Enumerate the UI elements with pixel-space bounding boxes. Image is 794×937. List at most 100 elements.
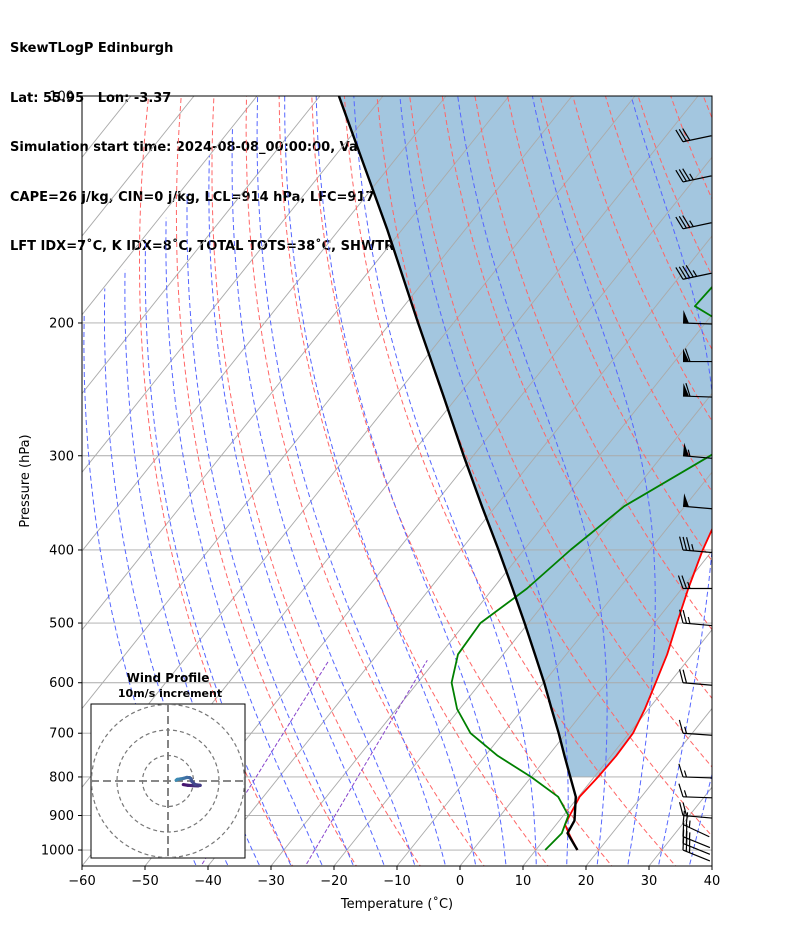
barb-shaft: [682, 322, 713, 325]
mixing-ratio-line: [304, 659, 428, 866]
moist-adiabat-line: [165, 217, 324, 866]
barb-pennant: [683, 493, 689, 507]
axes: −60 −50 −40 −30 −20 −10 0 10 20 30 40 100 200 300 400 5…: [18, 90, 720, 913]
dry-adiabat-line: [769, 96, 794, 869]
isotherm-line: [82, 96, 384, 473]
barb-feather: [678, 215, 687, 229]
wind-barb: [682, 493, 712, 510]
parcel-profile: [337, 96, 579, 851]
barb-feather: [678, 719, 684, 734]
dry-adiabat-line: [572, 96, 712, 422]
wind-barb: [679, 802, 712, 819]
moist-adiabat-line: [531, 96, 656, 866]
y-tick-label: 900: [49, 809, 74, 824]
x-tick-label: 40: [704, 874, 721, 889]
barb-feather: [684, 348, 691, 362]
isotherm-line: [82, 96, 321, 395]
barb-feather: [678, 783, 684, 797]
wind-barb: [682, 309, 713, 325]
wind-barb: [678, 783, 713, 799]
y-tick-label: 300: [49, 449, 74, 464]
dry-adiabat-line: [507, 96, 712, 562]
barb-half-feather: [689, 173, 694, 181]
barb-shaft: [682, 849, 711, 862]
y-tick-label: 100: [49, 90, 74, 105]
dry-adiabat-line: [474, 96, 712, 631]
barb-shaft: [682, 823, 710, 838]
barb-feather: [682, 536, 688, 551]
station-title: SkewTLogP Edinburgh: [10, 41, 174, 56]
dry-adiabat-line: [211, 96, 421, 866]
x-tick-label: 10: [515, 874, 532, 889]
y-axis-label: Pressure (hPa): [18, 434, 33, 527]
barb-shaft: [682, 175, 712, 183]
barb-feather: [682, 802, 688, 816]
dry-adiabat-line: [736, 96, 794, 869]
isotherm-line: [207, 235, 712, 866]
y-tick-label: 700: [49, 727, 74, 742]
dry-adiabat-line: [441, 96, 712, 700]
x-tick-label: −60: [68, 874, 95, 889]
wind-barb: [675, 128, 712, 143]
wind-barb: [679, 609, 712, 627]
wind-barb: [682, 442, 712, 459]
barb-pennant: [683, 383, 689, 397]
moist-adiabat-line: [719, 79, 794, 872]
wind-barb: [675, 264, 712, 280]
barb-feather: [685, 382, 691, 397]
y-tick-label: 600: [49, 676, 74, 691]
barb-shaft: [682, 682, 712, 686]
moist-adiabat-line: [231, 127, 416, 866]
barb-shaft: [682, 796, 713, 799]
moist-adiabat-line: [630, 96, 712, 866]
dry-adiabat-line: [409, 96, 712, 768]
x-tick-label: −40: [194, 874, 221, 889]
inset-title: Wind Profile: [127, 671, 210, 685]
barb-feather: [675, 129, 684, 143]
dry-adiabat-line: [702, 96, 712, 120]
isotherm-line: [333, 392, 712, 866]
barb-half-feather: [684, 726, 688, 734]
barb-feather: [682, 669, 688, 684]
wind-barb: [677, 575, 712, 590]
barb-feather: [682, 609, 688, 624]
barb-feather: [675, 169, 684, 183]
moist-adiabat-line: [124, 269, 261, 866]
barb-feather: [675, 216, 684, 230]
barb-shaft: [682, 549, 712, 554]
isotherm-line: [522, 629, 712, 866]
isotherm-line: [82, 96, 258, 316]
barb-feather: [679, 609, 684, 624]
isotherm-line: [270, 314, 712, 866]
barb-feather: [678, 266, 687, 279]
barb-shaft: [682, 836, 711, 849]
moist-adiabat-line: [315, 96, 507, 866]
dry-adiabat-line: [311, 96, 613, 866]
barb-feather: [681, 575, 688, 589]
barb-feather: [685, 812, 689, 827]
x-tick-label: −10: [383, 874, 410, 889]
dewpoint-profile: [450, 285, 712, 851]
barb-feather: [682, 128, 691, 141]
x-tick-label: −20: [320, 874, 347, 889]
barb-half-feather: [691, 544, 695, 552]
barb-half-feather: [687, 449, 691, 457]
barb-feather: [679, 802, 684, 816]
wind-barb: [679, 536, 712, 554]
isotherm-line: [82, 96, 510, 631]
isotherm-line: [459, 550, 712, 866]
barb-half-feather: [687, 581, 691, 589]
barb-half-feather: [683, 770, 688, 778]
barb-half-feather: [683, 790, 688, 798]
barb-pennant: [683, 442, 689, 457]
barb-feather: [682, 810, 685, 825]
barb-half-feather: [689, 220, 694, 227]
y-tick-label: 200: [49, 316, 74, 331]
barb-feather: [685, 537, 691, 551]
barb-feather: [678, 763, 684, 778]
x-tick-label: 20: [578, 874, 595, 889]
barb-shaft: [682, 814, 712, 819]
barb-shaft: [682, 455, 712, 459]
moist-adiabat-line: [399, 96, 569, 866]
